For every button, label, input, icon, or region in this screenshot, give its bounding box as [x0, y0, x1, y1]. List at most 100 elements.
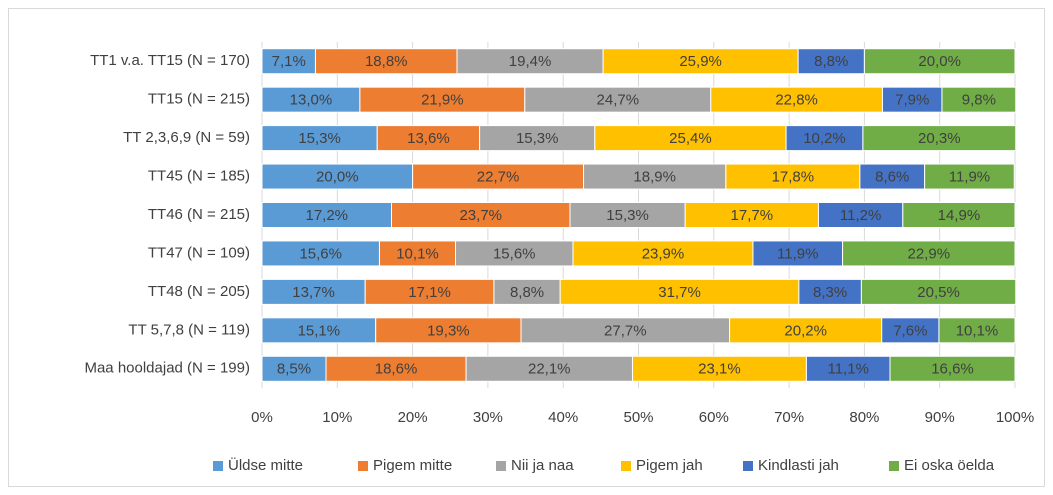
data-label: 10,2% — [803, 130, 846, 147]
data-label: 8,8% — [814, 53, 848, 70]
data-label: 8,5% — [277, 361, 311, 378]
data-label: 15,3% — [298, 130, 341, 147]
bar-segment — [594, 125, 787, 152]
bar-segment — [798, 278, 862, 305]
bar-segment — [938, 317, 1016, 344]
bar-segment — [465, 355, 633, 382]
data-label: 13,6% — [407, 130, 450, 147]
data-label: 22,9% — [908, 245, 951, 262]
x-tick-label: 80% — [849, 409, 879, 426]
data-label: 8,8% — [510, 284, 544, 301]
y-tick-label: TT 2,3,6,9 (N = 59) — [123, 129, 250, 146]
data-label: 25,4% — [669, 130, 712, 147]
bar-segment — [797, 48, 865, 75]
data-label: 11,2% — [840, 207, 881, 224]
data-label: 18,9% — [633, 169, 676, 186]
data-label: 17,8% — [772, 169, 815, 186]
data-label: 24,7% — [597, 92, 640, 109]
bar-segment — [602, 48, 799, 75]
x-tick-label: 10% — [322, 409, 352, 426]
x-tick-label: 60% — [699, 409, 729, 426]
data-label: 13,0% — [290, 92, 333, 109]
bar-segment — [684, 202, 819, 228]
bar-segment — [881, 317, 940, 344]
legend-label: Üldse mitte — [228, 456, 303, 474]
legend-swatch — [889, 461, 899, 471]
legend-swatch — [621, 461, 631, 471]
legend-label: Pigem jah — [636, 457, 703, 474]
data-label: 10,1% — [956, 322, 999, 339]
y-tick-label: TT46 (N = 215) — [148, 206, 250, 223]
bar-segment — [941, 86, 1017, 113]
bar-segment — [455, 240, 574, 267]
bar-segment — [412, 163, 585, 190]
legend-swatch — [358, 461, 368, 471]
data-label: 22,7% — [477, 169, 520, 186]
data-label: 22,8% — [775, 92, 818, 109]
x-tick-label: 100% — [996, 409, 1034, 426]
data-label: 17,2% — [305, 207, 348, 224]
data-label: 15,6% — [493, 245, 536, 262]
y-tick-label: TT1 v.a. TT15 (N = 170) — [90, 52, 250, 69]
data-label: 14,9% — [938, 207, 981, 224]
y-tick-label: TT45 (N = 185) — [148, 168, 250, 185]
data-label: 7,6% — [893, 322, 927, 339]
legend-label: Pigem mitte — [373, 457, 452, 474]
legend-label: Nii ja naa — [511, 457, 574, 474]
data-label: 20,3% — [918, 130, 961, 147]
bar-segment — [860, 278, 1017, 305]
y-tick-label: TT15 (N = 215) — [148, 91, 250, 108]
data-label: 16,6% — [931, 361, 974, 378]
bar-segment — [583, 163, 727, 190]
data-label: 15,3% — [606, 207, 649, 224]
x-tick-label: 50% — [623, 409, 653, 426]
bar-segment — [710, 86, 883, 113]
data-label: 19,3% — [427, 322, 470, 339]
data-label: 15,1% — [298, 322, 341, 339]
bar-segment — [785, 125, 864, 152]
x-tick-label: 0% — [251, 409, 273, 426]
bar-segment — [479, 125, 596, 152]
legend-label: Kindlasti jah — [758, 457, 839, 474]
data-label: 15,6% — [299, 245, 342, 262]
x-tick-label: 70% — [774, 409, 804, 426]
bar-segment — [572, 240, 754, 267]
data-label: 31,7% — [658, 284, 701, 301]
y-tick-label: Maa hooldajad (N = 199) — [84, 360, 250, 377]
bar-segment — [359, 86, 526, 113]
data-label: 18,8% — [365, 53, 408, 70]
legend-swatch — [496, 461, 506, 471]
bar-segment — [524, 86, 712, 113]
bar-segment — [902, 202, 1016, 228]
bar-segment — [817, 202, 904, 228]
bar-segment — [493, 278, 561, 305]
bar-segment — [261, 240, 380, 267]
data-label: 11,9% — [949, 169, 990, 186]
bar-segment — [805, 355, 891, 382]
bar-segment — [391, 202, 571, 228]
data-label: 27,7% — [604, 322, 647, 339]
x-tick-label: 90% — [925, 409, 955, 426]
bar-segment — [364, 278, 495, 305]
data-label: 17,7% — [731, 207, 774, 224]
bar-segment — [859, 163, 926, 190]
data-label: 8,3% — [813, 284, 847, 301]
x-tick-label: 20% — [398, 409, 428, 426]
data-label: 11,1% — [827, 361, 868, 378]
bar-segment — [261, 125, 378, 152]
data-label: 9,8% — [962, 92, 996, 109]
bar-segment — [862, 125, 1017, 152]
data-label: 13,7% — [292, 284, 335, 301]
data-label: 7,9% — [895, 92, 929, 109]
data-label: 20,0% — [316, 169, 359, 186]
bar-segment — [456, 48, 604, 75]
bar-segment — [725, 163, 861, 190]
legend-swatch — [743, 461, 753, 471]
bar-segment — [520, 317, 731, 344]
data-label: 10,1% — [396, 245, 439, 262]
bar-segment — [729, 317, 883, 344]
bar-segment — [889, 355, 1016, 382]
data-label: 23,1% — [698, 361, 741, 378]
data-label: 23,9% — [642, 245, 685, 262]
bar-segment — [261, 48, 316, 75]
